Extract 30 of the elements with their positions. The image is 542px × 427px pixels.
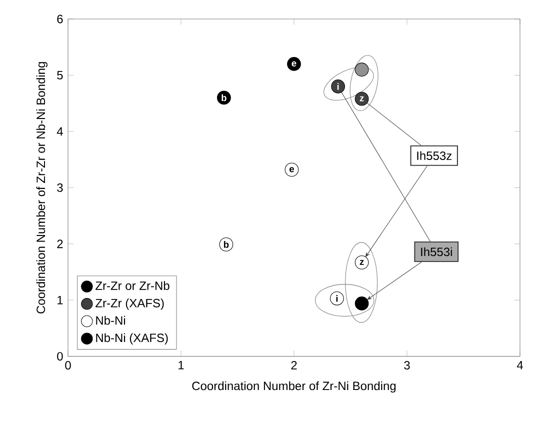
legend-label: Nb-Ni (XAFS) [96,333,168,344]
legend-label: Zr-Zr or Zr-Nb [96,281,170,290]
annotation: z [360,260,364,265]
annotation: b [222,94,226,102]
x-tick-label: 0 [65,361,71,370]
annotation: i [337,83,339,90]
x-tick-label: 4 [516,361,523,370]
y-tick-label: 6 [57,14,63,24]
y-tick-label: 5 [57,71,63,80]
y-tick-label: 3 [57,183,63,192]
annotation: z [360,96,364,102]
x-tick-label: 2 [291,361,297,370]
legend-label: Nb-Ni [96,316,126,325]
annotation: Ih553z [417,151,452,160]
annotation: e [292,61,296,67]
y-tick-label: 1 [58,296,63,304]
x-tick-label: 3 [404,361,410,370]
annotation: e [290,167,294,172]
x-tick-label: 1 [178,361,184,370]
y-axis-title: Coordination Number of Zr-Zr or Nb-Ni Bonding [36,62,48,314]
y-tick-label: 4 [56,127,63,136]
y-tick-label: 0 [57,352,63,361]
annotation: b [224,241,229,248]
x-axis-title: Coordination Number of Zr-Ni Bonding [192,381,396,393]
point [354,296,369,310]
y-tick-label: 2 [57,240,63,248]
annotation: Ih553i [421,247,452,256]
annotation: i [336,295,338,302]
legend-label: Zr-Zr (XAFS) [96,298,164,310]
point [330,291,344,306]
